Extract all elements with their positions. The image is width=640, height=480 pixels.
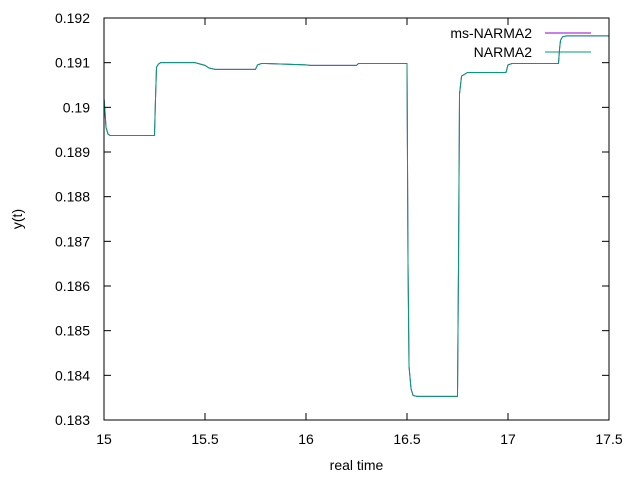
y-tick-label: 0.192: [55, 10, 90, 26]
y-tick-label: 0.184: [55, 367, 90, 383]
x-tick-label: 17: [500, 431, 516, 447]
series-line-1: [103, 35, 609, 397]
plot-frame: [103, 17, 610, 421]
x-axis-label: real time: [330, 457, 384, 473]
x-tick-label: 16: [298, 431, 314, 447]
legend: ms-NARMA2 NARMA2: [450, 25, 591, 60]
y-tick-label: 0.183: [55, 412, 90, 428]
y-tick-label: 0.185: [55, 323, 90, 339]
y-tick-label: 0.189: [55, 144, 90, 160]
legend-label: NARMA2: [474, 44, 533, 60]
y-tick-label: 0.191: [55, 55, 90, 71]
x-tick-label: 17.5: [595, 431, 622, 447]
y-tick-label: 0.187: [55, 233, 90, 249]
series-line-2: [103, 35, 609, 397]
x-tick-label: 15.5: [191, 431, 218, 447]
y-axis-label: y(t): [9, 209, 25, 229]
series-layer: [103, 35, 609, 397]
y-tick-label: 0.19: [63, 99, 90, 115]
y-tick-label: 0.188: [55, 189, 90, 205]
ticks-layer: 15 15.5 16 16.5 17 17.5 0.183 0.184 0.185 0.186 0.…: [55, 10, 623, 447]
legend-label: ms-NARMA2: [450, 25, 532, 41]
x-tick-label: 15: [96, 431, 112, 447]
y-tick-label: 0.186: [55, 278, 90, 294]
x-tick-label: 16.5: [393, 431, 420, 447]
